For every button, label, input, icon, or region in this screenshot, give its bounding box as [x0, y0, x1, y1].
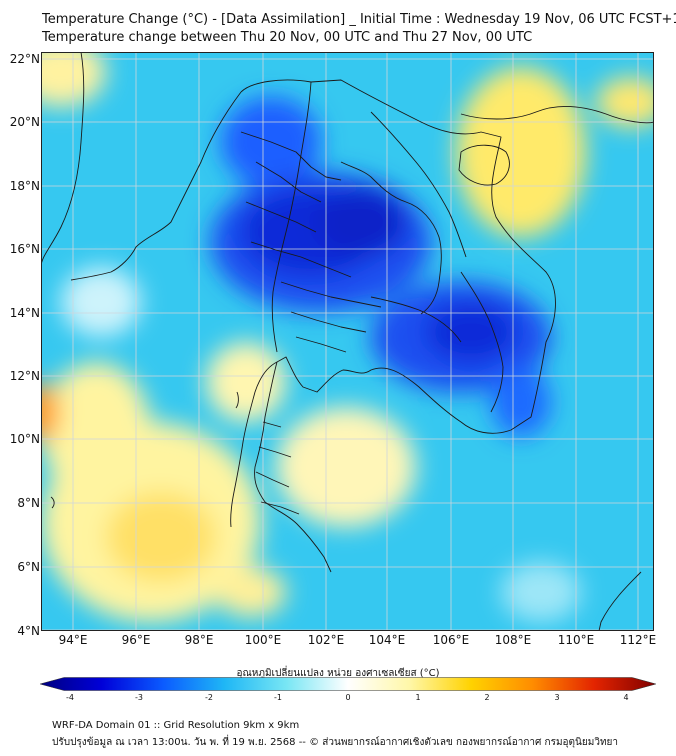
lon-label-112e: 112°E [619, 633, 657, 647]
warm-edge-west [41, 382, 59, 442]
colorbar-tick: -4 [66, 693, 74, 702]
cold-core-cambodia [426, 302, 516, 362]
thai-central-border [271, 81, 312, 353]
colorbar-tick: 2 [484, 693, 490, 702]
map-subtitle: Temperature change between Thu 20 Nov, 0… [42, 30, 533, 45]
colorbar-tick: 4 [623, 693, 629, 702]
warm-area-gulf [276, 407, 416, 527]
guangxi-coast [460, 105, 654, 124]
warm-area-south [216, 567, 286, 617]
cambodia-vietnam-border [460, 271, 504, 413]
thai-lao-border [340, 161, 442, 315]
warm-area-andaman [206, 342, 286, 422]
colorbar-body [40, 677, 656, 691]
lat-label-16n: 16°N [9, 242, 40, 256]
hainan-island [458, 144, 510, 186]
warm-area-hainan [456, 67, 586, 237]
colorbar-tick: -2 [205, 693, 213, 702]
lon-label-108e: 108°E [494, 633, 532, 647]
country-borders [41, 52, 654, 631]
lon-label-96e: 96°E [121, 633, 151, 647]
laos-vietnam-border [370, 111, 467, 258]
colorbar-tick: -1 [274, 693, 282, 702]
colorbar-tick: 3 [554, 693, 560, 702]
cold-area-vn [491, 367, 551, 437]
colorbar-tick: 1 [415, 693, 421, 702]
temperature-change-map [41, 52, 654, 631]
lon-label-100e: 100°E [244, 633, 282, 647]
lon-label-102e: 102°E [307, 633, 345, 647]
borneo-coast [598, 571, 642, 631]
map-frame [41, 52, 654, 631]
footer-credit: ปรับปรุงข้อมูล ณ เวลา 13:00น. วัน พ. ที่… [52, 737, 619, 748]
colorbar-title: อุณหภูมิเปลี่ยนแปลง หน่วย องศาเซลเซียส (… [236, 668, 440, 679]
myanmar-coast [70, 91, 242, 281]
lat-label-6n: 6°N [17, 560, 40, 574]
province-lines-south [255, 421, 300, 515]
lon-label-106e: 106°E [432, 633, 470, 647]
lon-label-98e: 98°E [184, 633, 214, 647]
arakan-coast [41, 52, 85, 268]
map-title: Temperature Change (°C) - [Data Assimila… [42, 12, 676, 27]
lat-label-4n: 4°N [17, 624, 40, 638]
temperature-field [41, 52, 654, 622]
mainland-coastline [240, 79, 556, 573]
warm-area-ne [596, 77, 654, 127]
province-lines-north [240, 131, 352, 278]
island-andaman [235, 391, 239, 409]
province-lines-central [280, 281, 382, 353]
island-nicobar [50, 496, 55, 509]
lat-label-10n: 10°N [9, 432, 40, 446]
colorbar [40, 677, 656, 691]
lat-label-18n: 18°N [9, 179, 40, 193]
warm-core-sw [106, 492, 216, 582]
warm-area-nw [41, 52, 106, 107]
lon-label-104e: 104°E [368, 633, 406, 647]
footer-model-info: WRF-DA Domain 01 :: Grid Resolution 9km … [52, 720, 300, 731]
pale-area-s [501, 562, 581, 622]
warm-area-west [41, 362, 151, 502]
lat-label-12n: 12°N [9, 369, 40, 383]
thai-cambodia-border [370, 296, 462, 343]
pale-area-w [61, 267, 141, 337]
lat-label-8n: 8°N [17, 496, 40, 510]
colorbar-tick: -3 [135, 693, 143, 702]
lat-label-22n: 22°N [9, 52, 40, 66]
lon-label-94e: 94°E [58, 633, 88, 647]
lat-label-14n: 14°N [9, 306, 40, 320]
lat-label-20n: 20°N [9, 115, 40, 129]
colorbar-tick: 0 [345, 693, 351, 702]
cold-core-east [316, 187, 406, 257]
peninsula-west-coast [230, 361, 278, 528]
lat-lon-grid [41, 52, 654, 631]
lon-label-110e: 110°E [557, 633, 595, 647]
